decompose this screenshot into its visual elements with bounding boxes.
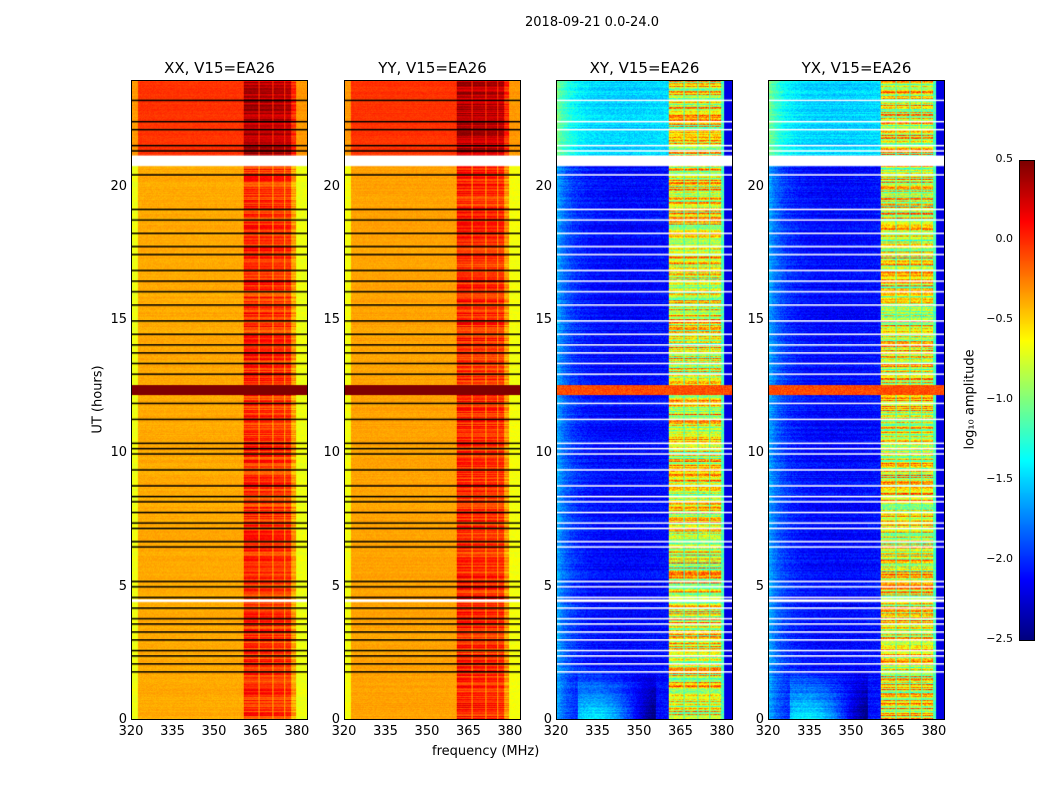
colorbar-tick-label: −0.5 [986, 312, 1013, 325]
x-tick-label: 320 [755, 724, 781, 739]
x-tick-label: 320 [331, 724, 357, 739]
y-tick-label: 0 [118, 712, 127, 727]
x-tick-label: 350 [414, 724, 440, 739]
x-tick-label: 350 [838, 724, 864, 739]
y-tick-label: 5 [118, 578, 127, 594]
y-tick-label: 15 [110, 312, 127, 327]
colorbar-tick-label: −2.0 [986, 552, 1013, 565]
y-tick-label: 0 [331, 712, 340, 727]
colorbar [1019, 160, 1035, 641]
x-axis-label: frequency (MHz) [432, 744, 540, 759]
heatmap-xx [131, 80, 308, 720]
y-tick-label: 10 [323, 445, 340, 461]
x-tick-label: 365 [880, 724, 905, 739]
colorbar-tick-label: −1.5 [986, 472, 1013, 485]
panel-title: XY, V15=EA26 [589, 59, 700, 77]
figure-suptitle: 2018-09-21 0.0-24.0 [525, 15, 659, 30]
colorbar-tick-label: 0.5 [995, 152, 1014, 165]
x-tick-label: 380 [284, 724, 310, 739]
x-tick-label: 335 [585, 724, 610, 739]
x-tick-label: 320 [118, 724, 144, 739]
y-tick-label: 20 [535, 178, 552, 194]
y-tick-label: 5 [331, 578, 340, 594]
y-tick-label: 5 [543, 578, 552, 594]
x-tick-label: 365 [243, 724, 268, 739]
x-tick-label: 365 [668, 724, 693, 739]
y-tick-label: 0 [543, 712, 552, 727]
x-tick-label: 380 [497, 724, 523, 739]
y-tick-label: 5 [755, 578, 764, 594]
x-tick-label: 350 [201, 724, 227, 739]
x-tick-label: 350 [626, 724, 652, 739]
x-tick-label: 335 [160, 724, 185, 739]
panel-title: YX, V15=EA26 [801, 59, 912, 77]
colorbar-tick-label: −2.5 [986, 632, 1013, 645]
panel-title: XX, V15=EA26 [164, 59, 275, 77]
x-tick-label: 320 [543, 724, 569, 739]
heatmap-yx [768, 80, 945, 720]
heatmap-yy [344, 80, 521, 720]
x-tick-label: 380 [921, 724, 947, 739]
y-tick-label: 15 [323, 312, 340, 327]
y-tick-label: 15 [535, 312, 552, 327]
y-tick-label: 10 [535, 445, 552, 461]
y-tick-label: 0 [755, 712, 764, 727]
panel-title: YY, V15=EA26 [378, 59, 487, 77]
y-tick-label: 15 [747, 312, 764, 327]
colorbar-tick-label: −1.0 [986, 392, 1013, 405]
x-tick-label: 365 [456, 724, 481, 739]
y-tick-label: 20 [110, 178, 127, 194]
y-axis-label: UT (hours) [90, 365, 106, 434]
x-tick-label: 335 [373, 724, 398, 739]
y-tick-label: 10 [747, 445, 764, 461]
colorbar-tick-label: 0.0 [995, 232, 1014, 245]
x-tick-label: 380 [709, 724, 735, 739]
y-tick-label: 20 [747, 178, 764, 194]
heatmap-xy [556, 80, 733, 720]
y-tick-label: 10 [110, 445, 127, 461]
y-tick-label: 20 [323, 178, 340, 194]
colorbar-label: log₁₀ amplitude [962, 349, 978, 450]
x-tick-label: 335 [797, 724, 822, 739]
